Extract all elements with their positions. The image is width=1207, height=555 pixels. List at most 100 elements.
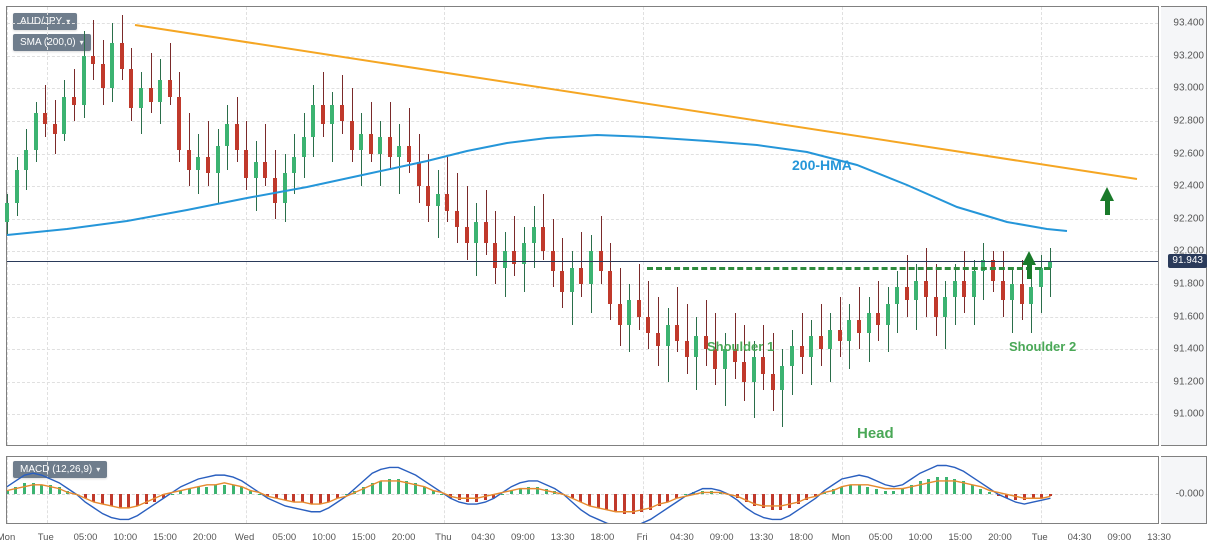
macd-hist-bar	[492, 494, 495, 498]
macd-hist-bar	[14, 487, 17, 495]
candle-body	[417, 162, 421, 186]
macd-hist-bar	[440, 494, 443, 495]
gridline	[7, 349, 1158, 350]
candle-body	[589, 251, 593, 284]
chevron-down-icon: ▾	[66, 17, 70, 26]
candle-body	[283, 173, 287, 202]
macd-hist-bar	[258, 494, 261, 495]
candle-body	[838, 330, 842, 341]
macd-hist-bar	[266, 494, 269, 496]
macd-hist-bar	[640, 494, 643, 511]
arrow-up-icon	[1022, 251, 1036, 265]
x-tick-label: 15:00	[153, 532, 177, 543]
candle-body	[15, 170, 19, 203]
macd-hist-bar	[1049, 494, 1052, 496]
hma-annotation: 200-HMA	[792, 157, 852, 173]
macd-hist-bar	[292, 494, 295, 502]
chart-container: AUD/JPY ▾ SMA (200,0) ▾ Shoulder 1HeadSh…	[0, 0, 1207, 555]
macd-badge[interactable]: MACD (12,26,9) ▾	[13, 461, 107, 478]
candle-body	[972, 271, 976, 297]
gridline	[7, 23, 1158, 24]
macd-hist-bar	[110, 494, 113, 506]
macd-hist-bar	[805, 494, 808, 500]
candle-wick	[467, 186, 468, 259]
macd-hist-bar	[536, 487, 539, 495]
macd-hist-bar	[979, 489, 982, 495]
macd-hist-bar	[475, 494, 478, 502]
candle-wick	[687, 304, 688, 374]
candle-wick	[390, 102, 391, 170]
candle-body	[43, 113, 47, 124]
candle-wick	[601, 216, 602, 284]
gridline	[643, 7, 644, 445]
macd-hist-bar	[1023, 494, 1026, 500]
candle-body	[1001, 281, 1005, 301]
x-tick-label: 20:00	[392, 532, 416, 543]
macd-hist-bar	[405, 481, 408, 494]
x-tick-label: 04:30	[471, 532, 495, 543]
macd-panel[interactable]: MACD (12,26,9) ▾	[6, 456, 1159, 524]
candle-wick	[821, 304, 822, 366]
candle-body	[934, 297, 938, 317]
candle-body	[72, 97, 76, 105]
y-tick-label: 91.600	[1173, 311, 1204, 322]
macd-hist-bar	[892, 491, 895, 495]
gridline	[1041, 7, 1042, 445]
candle-wick	[983, 243, 984, 300]
candle-body	[139, 88, 143, 108]
macd-hist-bar	[675, 494, 678, 498]
symbol-label: AUD/JPY	[20, 16, 62, 27]
candle-body	[790, 346, 794, 366]
candle-body	[273, 178, 277, 202]
macd-hist-bar	[284, 494, 287, 500]
macd-hist-bar	[719, 492, 722, 494]
candle-body	[637, 300, 641, 316]
macd-hist-bar	[1014, 494, 1017, 500]
current-price-line	[7, 261, 1158, 262]
arrow-stem	[1027, 265, 1032, 279]
y-tick-label: 93.000	[1173, 83, 1204, 94]
macd-hist-bar	[49, 485, 52, 495]
macd-hist-bar	[197, 487, 200, 495]
macd-hist-bar	[153, 494, 156, 502]
y-tick-label: 91.200	[1173, 376, 1204, 387]
macd-hist-bar	[771, 494, 774, 509]
sma-label: SMA (200,0)	[20, 37, 76, 48]
macd-hist-bar	[823, 492, 826, 494]
price-chart-panel[interactable]: AUD/JPY ▾ SMA (200,0) ▾ Shoulder 1HeadSh…	[6, 6, 1159, 446]
candle-body	[24, 150, 28, 170]
gridline	[7, 382, 1158, 383]
candle-body	[828, 330, 832, 350]
candle-body	[436, 194, 440, 205]
candle-body	[216, 146, 220, 174]
symbol-badge[interactable]: AUD/JPY ▾	[13, 13, 77, 30]
candle-body	[263, 162, 267, 178]
macd-hist-bar	[127, 494, 130, 507]
candle-body	[388, 137, 392, 157]
x-tick-label: Tue	[1032, 532, 1048, 543]
candle-body	[302, 137, 306, 157]
macd-hist-bar	[623, 494, 626, 513]
macd-hist-bar	[832, 489, 835, 495]
candle-wick	[151, 53, 152, 113]
candle-body	[321, 105, 325, 125]
macd-hist-bar	[658, 494, 661, 506]
candle-wick	[447, 157, 448, 222]
macd-hist-bar	[23, 483, 26, 495]
candle-wick	[45, 85, 46, 137]
candle-body	[120, 43, 124, 69]
candle-body	[225, 124, 229, 145]
candle-body	[541, 227, 545, 251]
macd-hist-bar	[1032, 494, 1035, 498]
x-tick-label: Mon	[0, 532, 15, 543]
candle-body	[656, 333, 660, 346]
annotation-shoulder1: Shoulder 1	[707, 339, 774, 354]
candle-wick	[840, 297, 841, 357]
gridline	[246, 457, 247, 523]
sma-badge[interactable]: SMA (200,0) ▾	[13, 34, 91, 51]
macd-hist-bar	[858, 485, 861, 495]
macd-hist-bar	[519, 489, 522, 495]
price-y-axis: 91.00091.20091.40091.60091.80092.00092.2…	[1161, 6, 1207, 446]
macd-hist-bar	[92, 494, 95, 502]
macd-hist-bar	[353, 491, 356, 495]
